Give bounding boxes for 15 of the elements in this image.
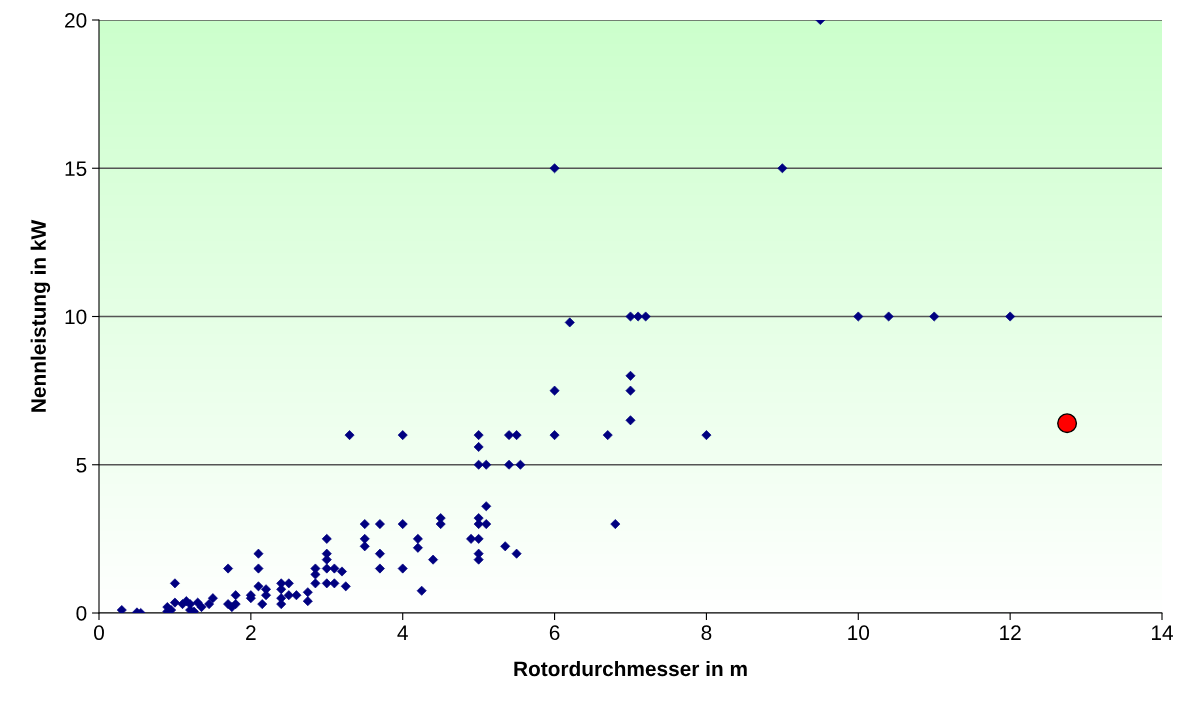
y-tick-label: 20 (65, 13, 87, 28)
y-tick-label: 0 (76, 606, 87, 621)
x-tick-label: 4 (397, 625, 408, 640)
y-tick-label: 15 (65, 161, 87, 176)
y-tick-label: 10 (65, 309, 87, 325)
y-axis-title: Nennleistung in kW (30, 219, 51, 412)
y-tick-label: 5 (76, 457, 87, 473)
x-tick-label: 6 (549, 625, 560, 641)
x-tick-label: 12 (1000, 625, 1021, 640)
x-tick-label: 0 (94, 625, 104, 641)
x-tick-label: 8 (701, 625, 712, 641)
x-tick-label: 14 (1152, 625, 1173, 640)
x-tick-label: 2 (246, 625, 256, 640)
x-tick-label: 10 (848, 625, 870, 641)
x-axis-title: Rotordurchmesser in m (514, 660, 747, 677)
